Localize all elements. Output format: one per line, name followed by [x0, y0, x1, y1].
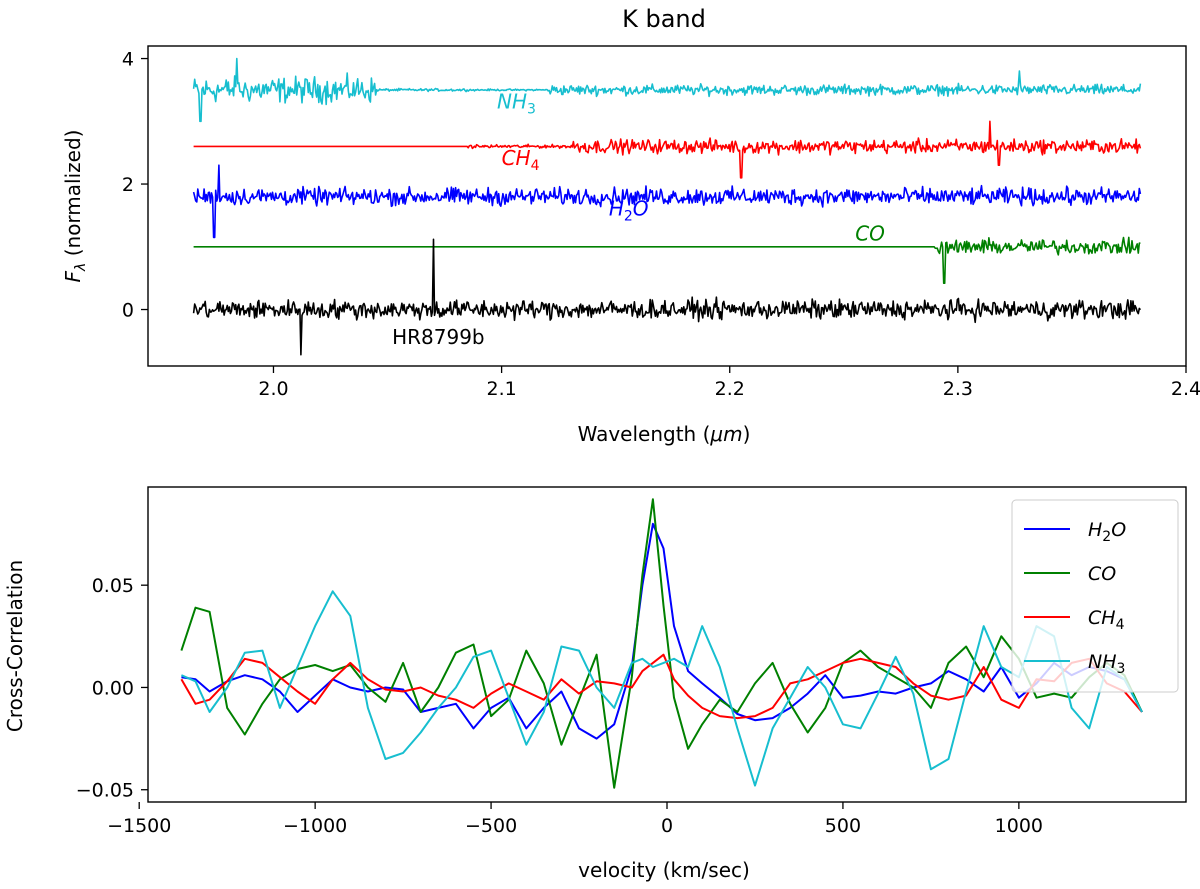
top-y-ticks: 0 2 4: [122, 49, 148, 322]
bottom-y-axis-label: Cross-Correlation: [3, 560, 27, 732]
top-y-tick-label: 2: [122, 174, 134, 196]
bottom-y-tick-label: 0.05: [92, 575, 134, 597]
legend-label-h2o: H2O: [1088, 519, 1126, 545]
series-label-data: HR8799b: [392, 325, 485, 349]
bottom-y-tick-label: 0.00: [92, 677, 134, 699]
top-series-labels: NH3 CH4 H2O CO HR8799b: [392, 90, 885, 349]
top-plot-frame: [147, 45, 1187, 367]
series-line-data: [192, 238, 1142, 356]
top-y-tick-label: 4: [122, 49, 134, 71]
bottom-panel: −1500 −1000 −500 0 500 1000 −0.05 0.00 0.05 vel…: [3, 486, 1187, 882]
bottom-x-ticks: −1500 −1000 −500 0 500 1000: [107, 802, 1043, 837]
series-label-nh3: NH3: [497, 90, 536, 118]
bottom-y-tick-label: −0.05: [76, 780, 134, 802]
bottom-x-tick-label: 500: [825, 815, 861, 837]
legend-label-co: CO: [1088, 563, 1116, 585]
top-x-tick-label: 2.2: [715, 378, 745, 400]
bottom-series-group: [180, 498, 1143, 789]
top-x-tick-label: 2.0: [258, 378, 288, 400]
series-label-ch4: CH4: [502, 146, 540, 174]
bottom-y-ticks: −0.05 0.00 0.05: [76, 575, 148, 802]
series-line-h2o: [192, 164, 1142, 239]
legend-label-ch4: CH4: [1088, 607, 1125, 633]
legend-entries: H2O CO CH4 NH3: [1024, 519, 1126, 677]
top-x-ticks: 2.0 2.1 2.2 2.3 2.4: [258, 366, 1200, 400]
series-line-nh3: [192, 57, 1142, 123]
series-line-co: [193, 236, 1141, 284]
top-x-tick-label: 2.3: [943, 378, 973, 400]
top-x-axis-label: Wavelength (μm): [578, 422, 751, 446]
series-label-co: CO: [855, 222, 885, 246]
bottom-x-tick-label: 0: [661, 815, 673, 837]
top-chart-title: K band: [622, 5, 706, 33]
bottom-x-tick-label: −1500: [107, 815, 171, 837]
legend-box: [1011, 499, 1179, 693]
top-x-tick-label: 2.1: [486, 378, 516, 400]
cc-line-ch4: [180, 653, 1143, 720]
bottom-x-axis-label: velocity (km/sec): [578, 858, 750, 882]
bottom-x-tick-label: −1000: [283, 815, 347, 837]
cc-line-nh3: [181, 590, 1143, 787]
legend: H2O CO CH4 NH3: [1011, 499, 1179, 693]
cc-line-h2o: [181, 522, 1143, 740]
series-line-ch4: [193, 120, 1142, 179]
bottom-x-tick-label: 1000: [995, 815, 1043, 837]
series-label-h2o: H2O: [609, 196, 649, 224]
top-panel: K band 2.0 2.1 2.2 2.3 2.4 0 2 4 NH3 CH4 H2O CO HR…: [61, 5, 1200, 446]
top-series-group: [192, 57, 1142, 356]
legend-label-nh3: NH3: [1088, 651, 1125, 677]
top-x-tick-label: 2.4: [1171, 378, 1200, 400]
top-y-axis-label: Fλ (normalized): [61, 130, 89, 283]
bottom-x-tick-label: −500: [465, 815, 517, 837]
top-y-tick-label: 0: [122, 300, 134, 322]
